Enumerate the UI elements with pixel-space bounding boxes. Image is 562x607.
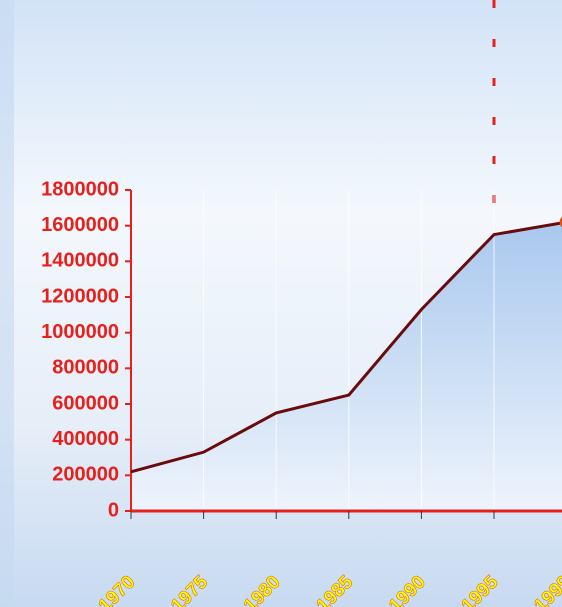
area-fill bbox=[131, 222, 562, 511]
y-tick-label: 800000 bbox=[52, 357, 119, 379]
y-tick-label: 1800000 bbox=[41, 178, 119, 200]
y-tick-label: 1200000 bbox=[41, 285, 119, 307]
y-tick-label: 600000 bbox=[52, 392, 119, 414]
marker bbox=[559, 216, 562, 228]
left-strip bbox=[0, 0, 14, 607]
line bbox=[130, 221, 562, 474]
y-tick-label: 1000000 bbox=[41, 321, 119, 343]
y-tick-label: 0 bbox=[108, 499, 119, 521]
y-tick-label: 200000 bbox=[52, 464, 119, 486]
y-tick-label: 400000 bbox=[52, 428, 119, 450]
y-tick-label: 1400000 bbox=[41, 250, 119, 272]
y-tick-label: 1600000 bbox=[41, 214, 119, 236]
